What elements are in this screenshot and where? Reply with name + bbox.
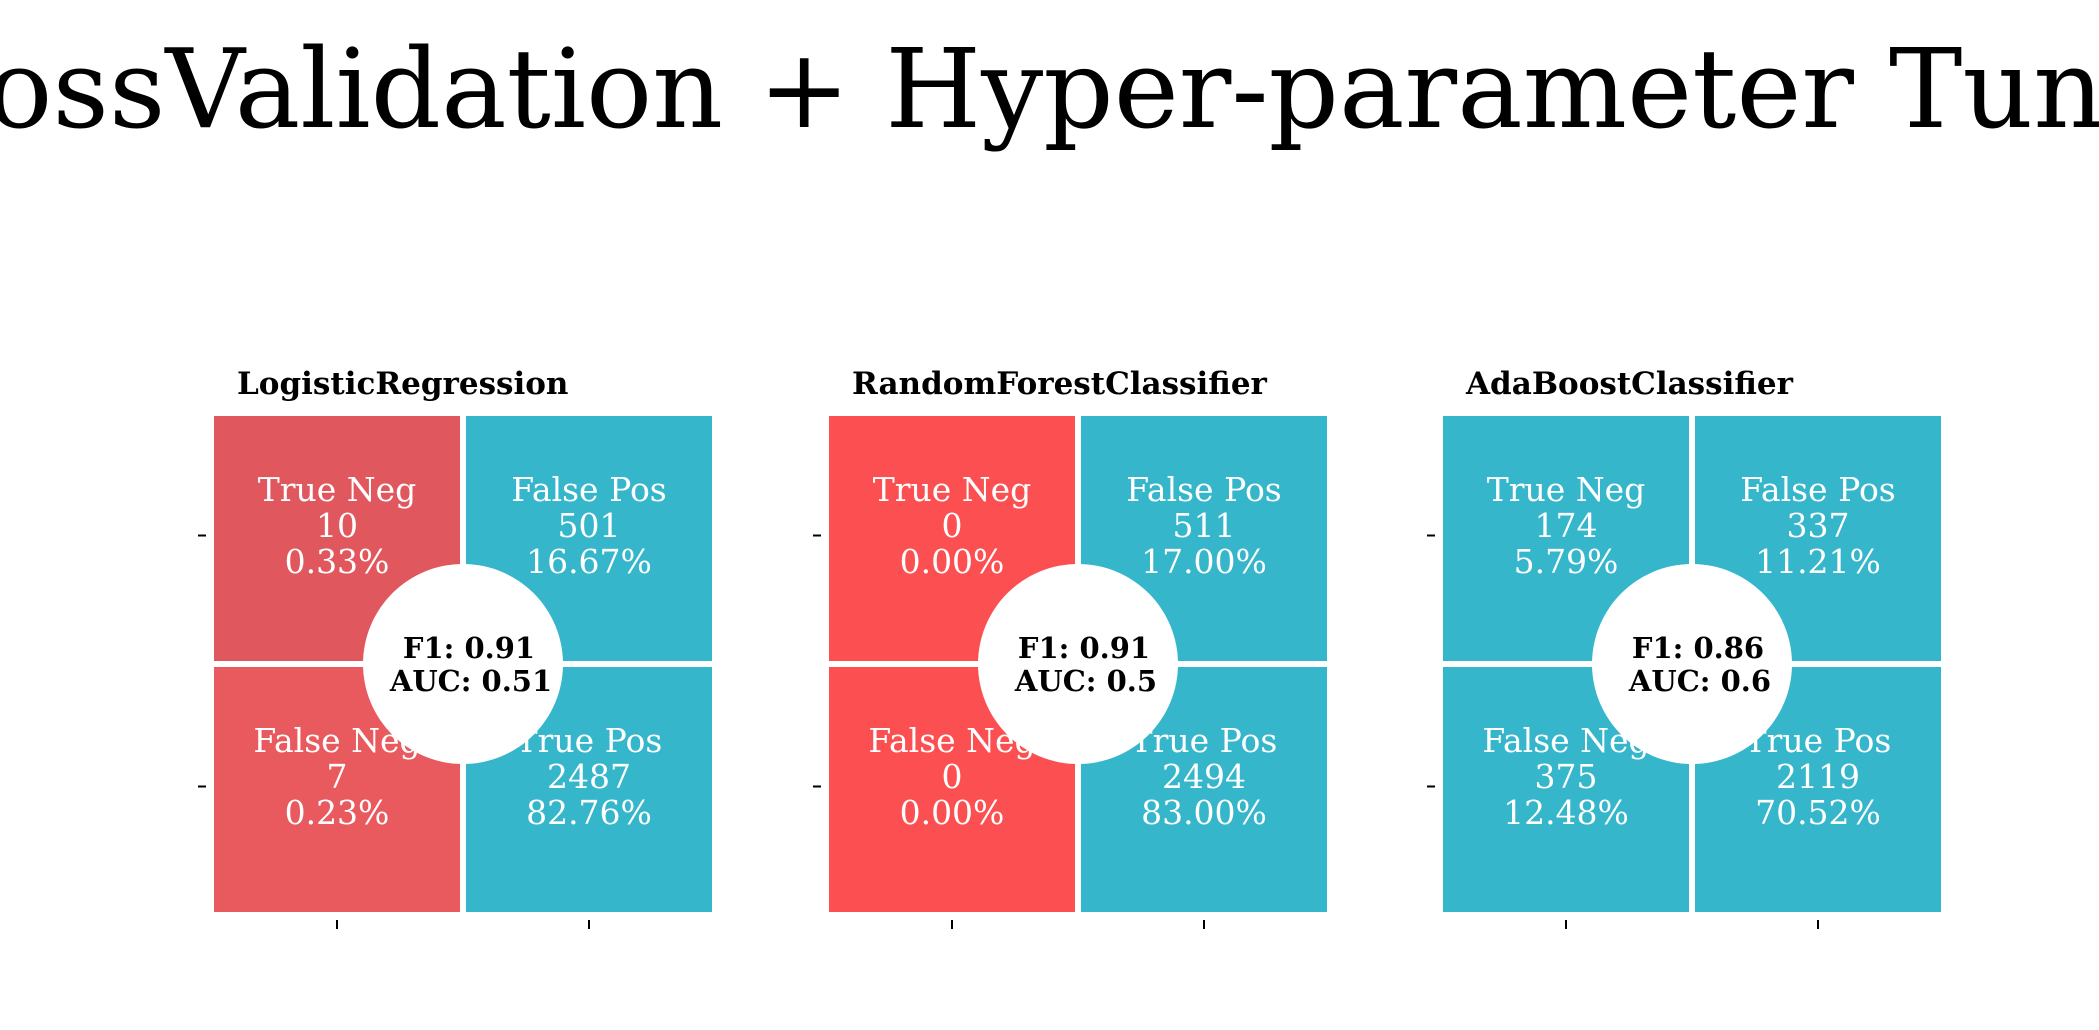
cell-percent: 83.00% [1141,793,1267,832]
cell-percent: 17.00% [1141,542,1267,581]
cell-percent: 11.21% [1755,542,1881,581]
cell-count: 7 [327,757,348,796]
cell-percent: 0.00% [900,793,1005,832]
cell-count: 501 [558,506,621,545]
cell-label: False Pos [1126,470,1282,509]
panel-title: LogisticRegression [237,366,568,402]
cell-count: 0 [942,506,963,545]
cell-count: 337 [1787,506,1850,545]
metrics-circle [978,564,1178,764]
metrics-circle [1592,564,1792,764]
cell-percent: 70.52% [1755,793,1881,832]
cell-percent: 0.23% [285,793,390,832]
cell-label: False Pos [511,470,667,509]
cell-percent: 82.76% [526,793,652,832]
cell-count: 2487 [547,757,631,796]
cell-count: 511 [1173,506,1236,545]
auc-score: AUC: 0.5 [1014,664,1157,698]
cell-count: 174 [1535,506,1598,545]
cell-percent: 0.33% [285,542,390,581]
f1-score: F1: 0.91 [1018,631,1150,665]
cell-percent: 16.67% [526,542,652,581]
cell-label: True Neg [873,470,1032,509]
panel-title: RandomForestClassifier [852,366,1268,402]
cell-label: True Neg [1487,470,1646,509]
cell-percent: 12.48% [1503,793,1629,832]
cell-count: 2494 [1162,757,1246,796]
cell-percent: 0.00% [900,542,1005,581]
f1-score: F1: 0.86 [1632,631,1764,665]
auc-score: AUC: 0.6 [1628,664,1771,698]
cell-count: 0 [942,757,963,796]
cell-percent: 5.79% [1514,542,1619,581]
metrics-circle [363,564,563,764]
figure-title: CrossValidation + Hyper-parameter Tuning [0,25,2099,153]
f1-score: F1: 0.91 [403,631,535,665]
cell-count: 10 [316,506,358,545]
cell-label: True Neg [258,470,417,509]
cell-label: False Pos [1740,470,1896,509]
auc-score: AUC: 0.51 [389,664,552,698]
cell-count: 375 [1535,757,1598,796]
panel-title: AdaBoostClassifier [1465,366,1794,402]
cell-count: 2119 [1776,757,1860,796]
